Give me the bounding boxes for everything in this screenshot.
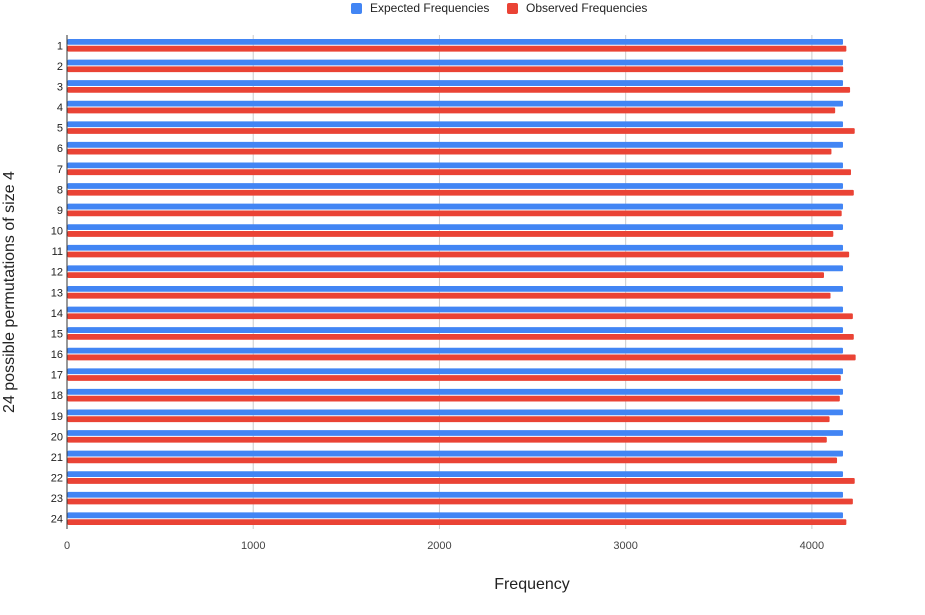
bar-observed[interactable] [67,313,853,320]
bar-expected[interactable] [67,285,843,292]
y-tick-label: 1 [57,40,63,52]
bar-expected[interactable] [67,409,843,416]
y-tick-label: 10 [51,226,63,238]
y-tick-label: 4 [57,102,63,114]
y-axis-title: 24 possible permutations of size 4 [1,171,18,413]
y-tick-label: 22 [51,473,63,485]
y-tick-label: 3 [57,81,63,93]
bar-observed[interactable] [67,478,855,484]
y-tick-label: 7 [57,164,63,176]
bar-observed[interactable] [67,498,853,505]
bar-observed[interactable] [67,189,854,196]
x-tick-label: 1000 [241,540,265,552]
x-axis-title: Frequency [494,576,570,593]
bar-observed[interactable] [67,231,834,237]
y-tick-label: 13 [51,287,63,299]
bar-expected[interactable] [67,471,843,478]
bar-observed[interactable] [67,210,842,217]
x-tick-label: 4000 [800,540,824,552]
bar-observed[interactable] [67,333,854,340]
y-tick-label: 20 [51,431,63,443]
bar-observed[interactable] [67,251,850,258]
bar-observed[interactable] [67,457,838,464]
chart-legend: Expected Frequencies Observed Frequencie… [0,0,925,16]
y-tick-label: 9 [57,205,63,217]
y-tick-label: 19 [51,411,63,423]
bar-expected[interactable] [67,80,843,86]
bar-observed[interactable] [67,107,836,114]
legend-item-expected[interactable]: Expected Frequencies [351,1,489,15]
y-tick-label: 24 [51,514,63,526]
bar-expected[interactable] [67,121,843,128]
bar-expected[interactable] [67,430,843,436]
bar-expected[interactable] [67,59,843,66]
bar-expected[interactable] [67,347,843,354]
bar-expected[interactable] [67,38,843,45]
bar-observed[interactable] [67,272,824,279]
x-tick-labels: 0 1000 2000 3000 4000 [64,540,824,552]
bar-expected[interactable] [67,327,843,333]
y-tick-label: 12 [51,267,63,279]
bar-expected[interactable] [67,306,843,313]
bar-observed[interactable] [67,416,830,423]
bar-expected[interactable] [67,512,843,519]
x-tick-label: 3000 [613,540,637,552]
bar-expected[interactable] [67,265,843,272]
y-tick-label: 23 [51,493,63,505]
bar-observed[interactable] [67,169,851,176]
y-tick-label: 6 [57,143,63,155]
bar-expected[interactable] [67,224,843,231]
bar-observed[interactable] [67,66,844,73]
bar-expected[interactable] [67,491,843,498]
bar-series [67,38,856,526]
legend-item-observed[interactable]: Observed Frequencies [507,1,647,15]
bar-observed[interactable] [67,86,851,93]
y-tick-label: 18 [51,390,63,402]
y-tick-label: 2 [57,61,63,73]
bar-observed[interactable] [67,148,832,155]
bar-expected[interactable] [67,162,843,169]
x-tick-label: 0 [64,540,70,552]
bar-expected[interactable] [67,244,843,251]
bar-expected[interactable] [67,100,843,107]
bar-observed[interactable] [67,45,847,52]
gridlines [252,35,813,529]
bar-observed[interactable] [67,292,831,299]
bar-expected[interactable] [67,388,843,395]
legend-swatch-expected [351,2,362,14]
legend-swatch-observed [507,2,518,14]
y-tick-label: 21 [51,452,63,464]
y-tick-label: 16 [51,349,63,361]
y-tick-label: 15 [51,328,63,340]
bar-expected[interactable] [67,450,843,457]
bar-observed[interactable] [67,375,841,381]
bar-observed[interactable] [67,436,827,443]
x-tick-label: 2000 [427,540,451,552]
y-tick-label: 11 [52,246,63,258]
y-tick-label: 14 [51,308,63,320]
y-tick-label: 17 [51,370,63,382]
bar-observed[interactable] [67,395,840,402]
bar-observed[interactable] [67,519,847,526]
y-tick-label: 5 [57,123,63,135]
bar-observed[interactable] [67,354,856,361]
bar-expected[interactable] [67,368,843,375]
bar-expected[interactable] [67,183,843,189]
y-tick-label: 8 [57,184,63,196]
legend-label-expected: Expected Frequencies [370,1,490,15]
legend-label-observed: Observed Frequencies [526,1,648,15]
bar-expected[interactable] [67,203,843,210]
bar-observed[interactable] [67,128,855,134]
bar-expected[interactable] [67,141,843,148]
